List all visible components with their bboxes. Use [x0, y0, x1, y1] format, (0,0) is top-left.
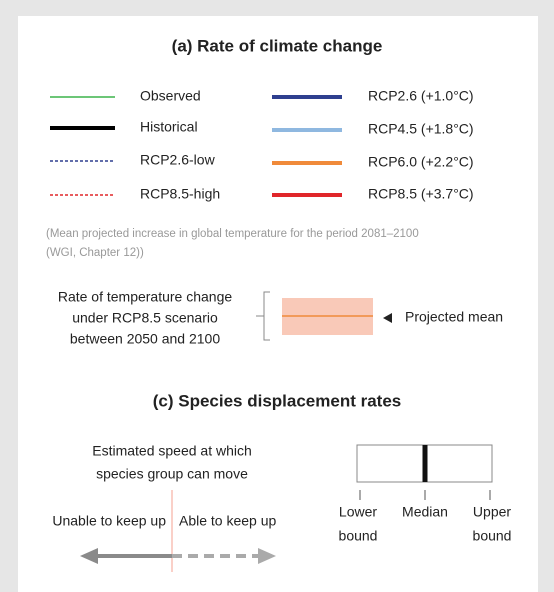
- note: (Mean projected increase in global tempe…: [46, 228, 419, 240]
- lower-label: Lower: [339, 504, 377, 520]
- legend-label: RCP8.5 (+3.7°C): [368, 186, 474, 202]
- pointer: [383, 313, 392, 323]
- rate-label: under RCP8.5 scenario: [72, 310, 218, 326]
- rate-label: Rate of temperature change: [58, 289, 233, 305]
- section-title: (c) Species displacement rates: [153, 391, 402, 410]
- note: (WGI, Chapter 12)): [46, 247, 144, 259]
- legend-label: RCP2.6-low: [140, 152, 216, 168]
- upper-label: Upper: [473, 504, 511, 520]
- lower-label: bound: [339, 528, 378, 544]
- speed-label: species group can move: [96, 466, 248, 482]
- legend-label: RCP6.0 (+2.2°C): [368, 154, 474, 170]
- panel: [18, 16, 538, 592]
- legend-label: Observed: [140, 88, 201, 104]
- able: Able to keep up: [179, 513, 277, 529]
- upper-label: bound: [473, 528, 512, 544]
- arrow-head: [258, 548, 276, 564]
- bracket: [256, 291, 270, 341]
- rate-label: between 2050 and 2100: [70, 331, 220, 347]
- legend-label: RCP8.5-high: [140, 186, 220, 202]
- median-label: Median: [402, 504, 448, 520]
- legend-label: RCP4.5 (+1.8°C): [368, 121, 474, 137]
- legend-label: Historical: [140, 119, 198, 135]
- projected-mean: Projected mean: [405, 309, 503, 325]
- unable: Unable to keep up: [52, 513, 166, 529]
- legend-label: RCP2.6 (+1.0°C): [368, 88, 474, 104]
- title: (a) Rate of climate change: [172, 36, 383, 55]
- speed-label: Estimated speed at which: [92, 443, 252, 459]
- arrow-head: [80, 548, 98, 564]
